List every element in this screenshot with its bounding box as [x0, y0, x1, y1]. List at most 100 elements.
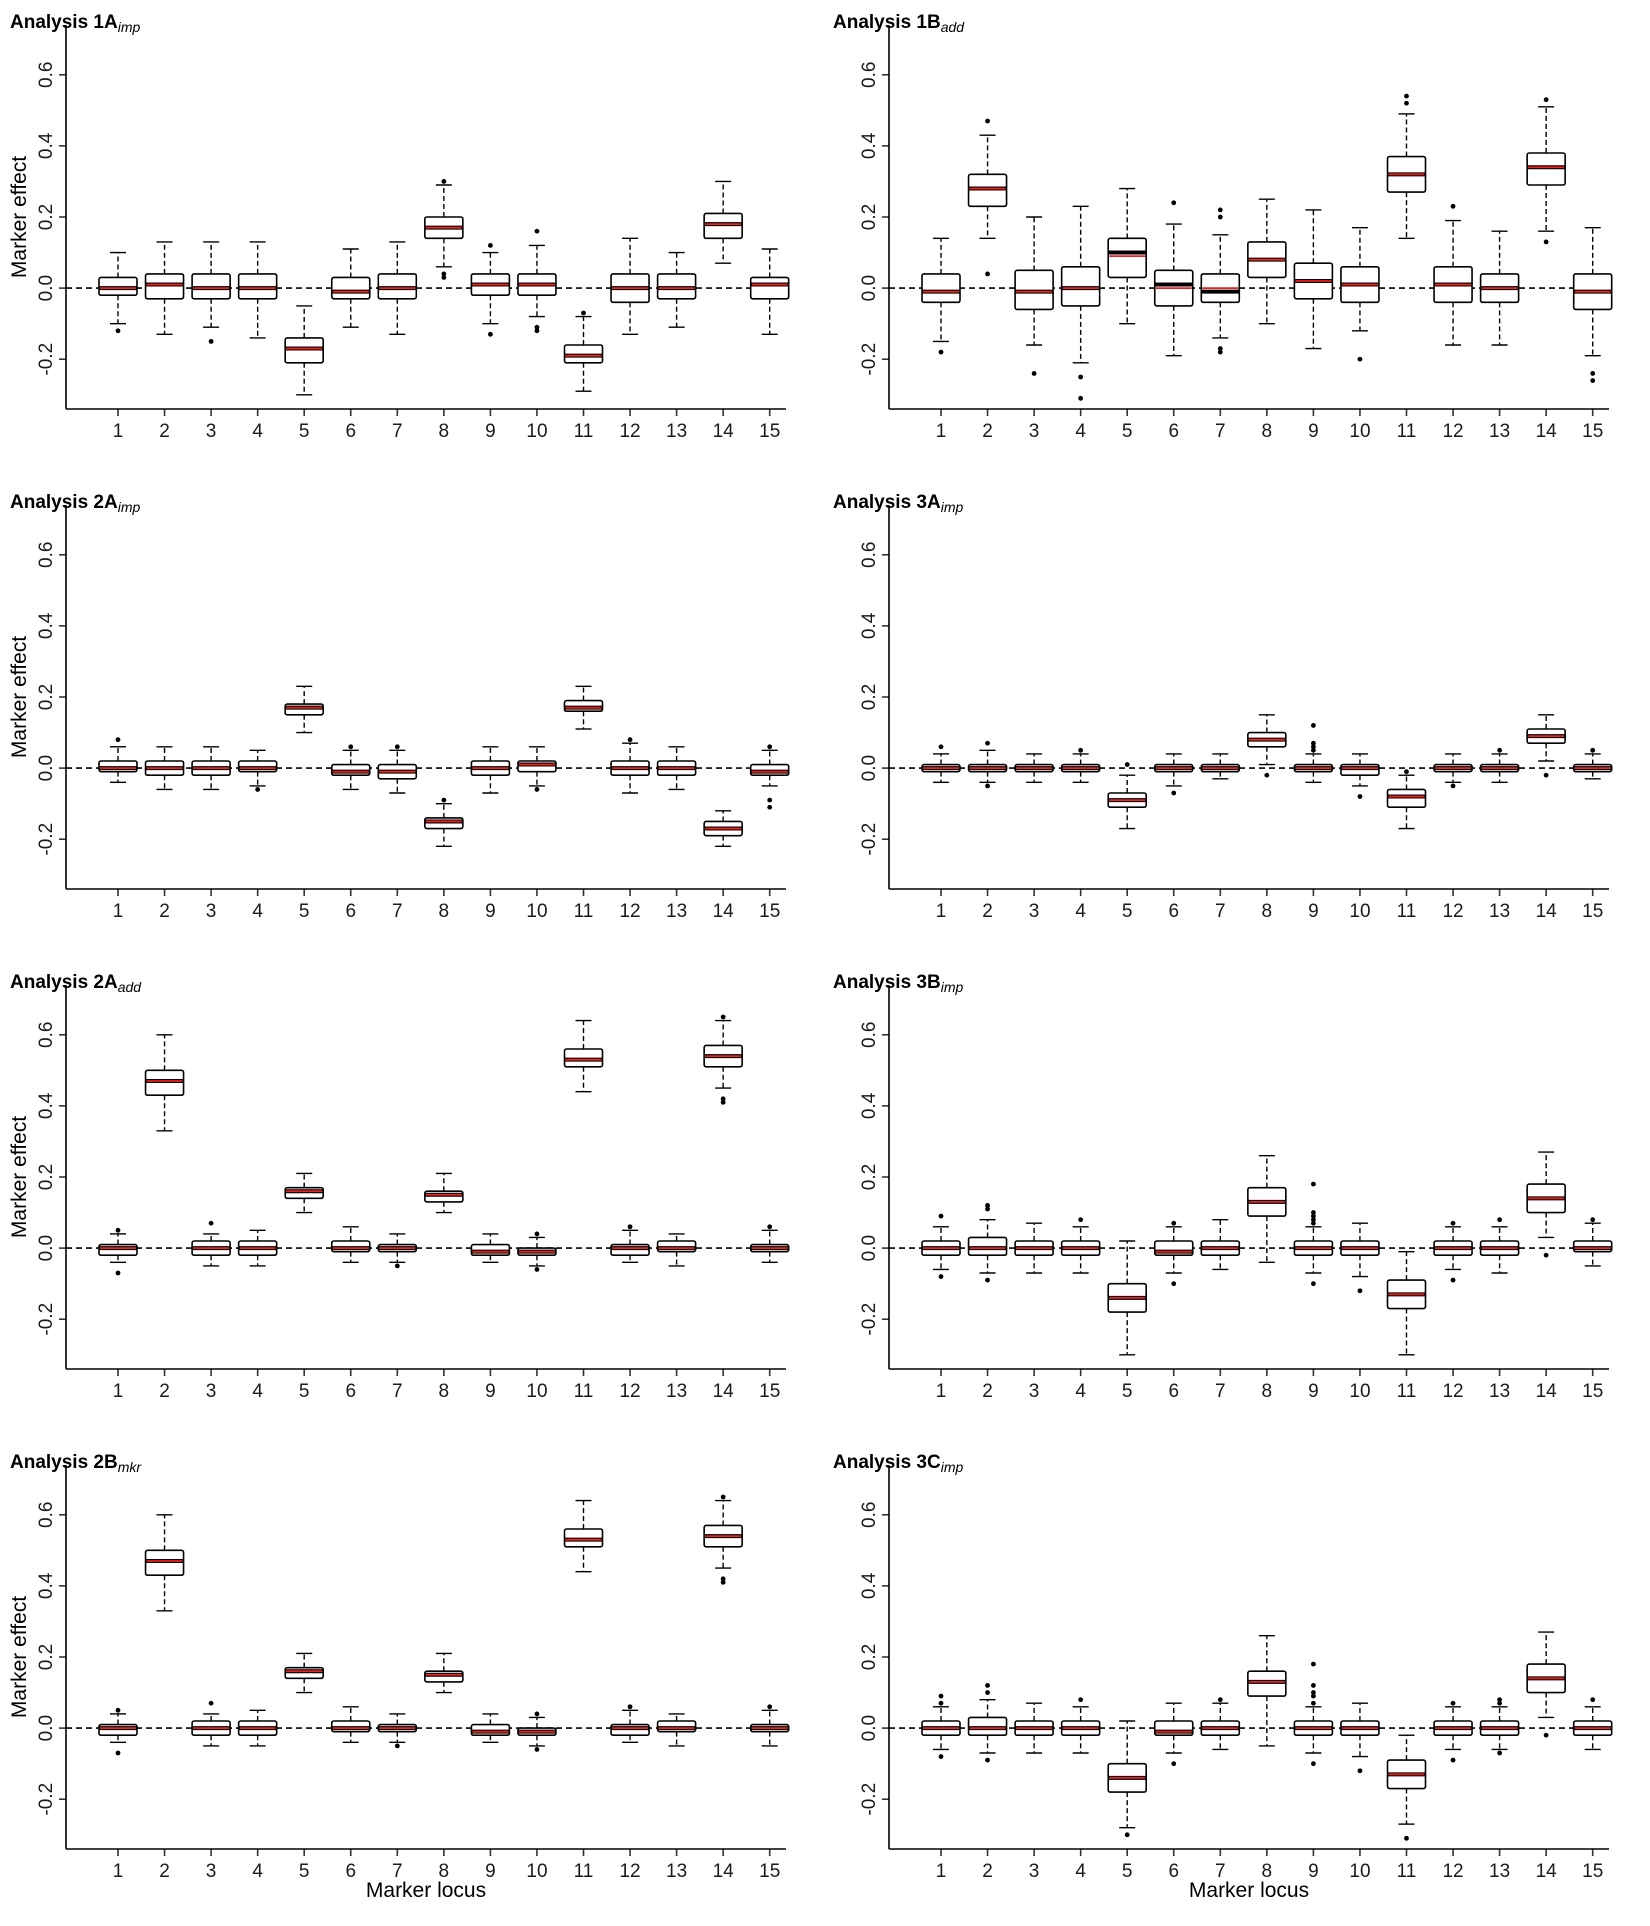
y-tick-label: 0.6	[36, 1502, 57, 1528]
x-tick-label: 3	[206, 1861, 217, 1882]
outlier-point	[1357, 1768, 1363, 1774]
outlier-point	[985, 118, 990, 124]
outlier-point	[1590, 1217, 1596, 1223]
x-tick-label: 4	[252, 421, 263, 442]
outlier-point	[1311, 1181, 1316, 1187]
box-locus-6	[1153, 753, 1194, 796]
box-locus-8	[1247, 1634, 1287, 1747]
box-locus-8	[424, 1652, 464, 1694]
y-axis-label: Marker effect	[8, 1596, 31, 1718]
outlier-point	[627, 1224, 633, 1230]
outlier-point	[1590, 378, 1596, 383]
outlier-point	[1078, 1217, 1084, 1223]
box-locus-1	[921, 744, 961, 784]
outlier-point	[534, 1231, 540, 1237]
x-tick-label: 2	[159, 421, 170, 442]
box-locus-14	[1526, 1151, 1566, 1258]
x-tick-label: 11	[1397, 421, 1417, 442]
outlier-point	[938, 744, 944, 750]
chart-panel: Analysis 1Badd-0.20.00.20.40.61 2 3 4 5 6 7 8 9 1…	[833, 12, 1613, 442]
outlier-point	[1217, 1697, 1223, 1703]
y-tick-label: 0.2	[36, 204, 57, 230]
box-locus-2	[967, 1203, 1008, 1283]
box-locus-5	[284, 1652, 325, 1694]
outlier-point	[767, 797, 773, 803]
box-locus-2	[144, 1034, 185, 1132]
box-locus-10	[1340, 1222, 1380, 1294]
outlier-point	[488, 331, 493, 337]
x-tick-label: 13	[1489, 1381, 1510, 1402]
box-locus-2	[967, 118, 1008, 277]
outlier-point	[115, 1227, 121, 1233]
x-tick-label: 6	[1168, 1861, 1179, 1882]
x-tick-label: 11	[574, 901, 594, 922]
box-locus-14	[1526, 1631, 1566, 1738]
box-locus-9	[470, 243, 511, 337]
outlier-point	[1543, 97, 1549, 103]
outlier-point	[1311, 1661, 1316, 1667]
x-tick-label: 12	[1442, 1381, 1463, 1402]
box-locus-7	[377, 1233, 418, 1269]
box-locus-2	[967, 740, 1008, 789]
box-locus-14	[703, 1014, 743, 1105]
box-locus-6	[330, 1706, 371, 1744]
y-tick-label: 0.0	[36, 1235, 57, 1261]
box-locus-6	[1153, 1220, 1194, 1287]
box-locus-5	[1107, 1720, 1147, 1838]
outlier-point	[985, 1277, 990, 1283]
x-tick-label: 4	[1075, 421, 1086, 442]
y-tick-label: 0.6	[36, 1022, 57, 1048]
y-tick-label: -0.2	[859, 1783, 880, 1816]
panel-title-main: Analysis 1B	[833, 12, 941, 33]
y-tick-label: 0.2	[36, 1644, 57, 1670]
box-locus-11	[563, 310, 604, 392]
panel-title-main: Analysis 2A	[10, 972, 118, 993]
panel-title-main: Analysis 2B	[10, 1452, 118, 1473]
y-axis-label: Marker effect	[8, 636, 31, 758]
box-locus-14	[703, 180, 743, 264]
outlier-point	[938, 1693, 944, 1699]
outlier-point	[115, 1707, 121, 1713]
x-tick-label: 2	[982, 1381, 993, 1402]
x-tick-label: 3	[206, 901, 217, 922]
y-tick-label: -0.2	[36, 823, 57, 856]
box-locus-9	[1293, 723, 1334, 784]
box-locus-7	[377, 1713, 418, 1749]
box-locus-5	[1107, 1240, 1147, 1356]
y-tick-label: -0.2	[36, 343, 57, 376]
x-tick-label: 5	[299, 1861, 310, 1882]
box-locus-12	[610, 1704, 650, 1744]
x-tick-label: 2	[159, 901, 170, 922]
panel-title: Analysis 2Aadd	[10, 972, 142, 995]
outlier-point	[985, 1203, 990, 1208]
outlier-point	[1497, 1697, 1502, 1703]
x-tick-label: 7	[392, 901, 403, 922]
box-locus-3	[191, 1220, 231, 1267]
box-locus-11	[1386, 1250, 1427, 1356]
box-locus-4	[237, 1709, 278, 1747]
outlier-point	[938, 349, 944, 355]
box-locus-15	[749, 744, 790, 810]
y-tick-label: 0.0	[859, 1235, 880, 1261]
outlier-point	[1404, 93, 1409, 99]
x-tick-label: 10	[526, 1381, 547, 1402]
panel-title: Analysis 2Bmkr	[10, 1452, 142, 1475]
outlier-point	[534, 328, 540, 334]
y-tick-label: 0.2	[36, 684, 57, 710]
outlier-point	[1543, 239, 1549, 245]
x-tick-label: 10	[1349, 421, 1370, 442]
iqr-box	[1107, 237, 1147, 279]
x-axis-label: Marker locus	[1189, 1879, 1309, 1902]
x-tick-label: 4	[1075, 1381, 1086, 1402]
x-tick-label: 6	[1168, 1381, 1179, 1402]
x-tick-label: 4	[252, 901, 263, 922]
panel-title-main: Analysis 3B	[833, 972, 941, 993]
y-tick-label: 0.4	[859, 1572, 880, 1599]
y-tick-label: 0.6	[36, 542, 57, 568]
y-tick-label: -0.2	[36, 1303, 57, 1336]
box-locus-12	[610, 1224, 650, 1264]
outlier-point	[1311, 1213, 1316, 1219]
panel-title: Analysis 3Aimp	[833, 492, 964, 515]
box-locus-7	[1200, 1697, 1241, 1751]
